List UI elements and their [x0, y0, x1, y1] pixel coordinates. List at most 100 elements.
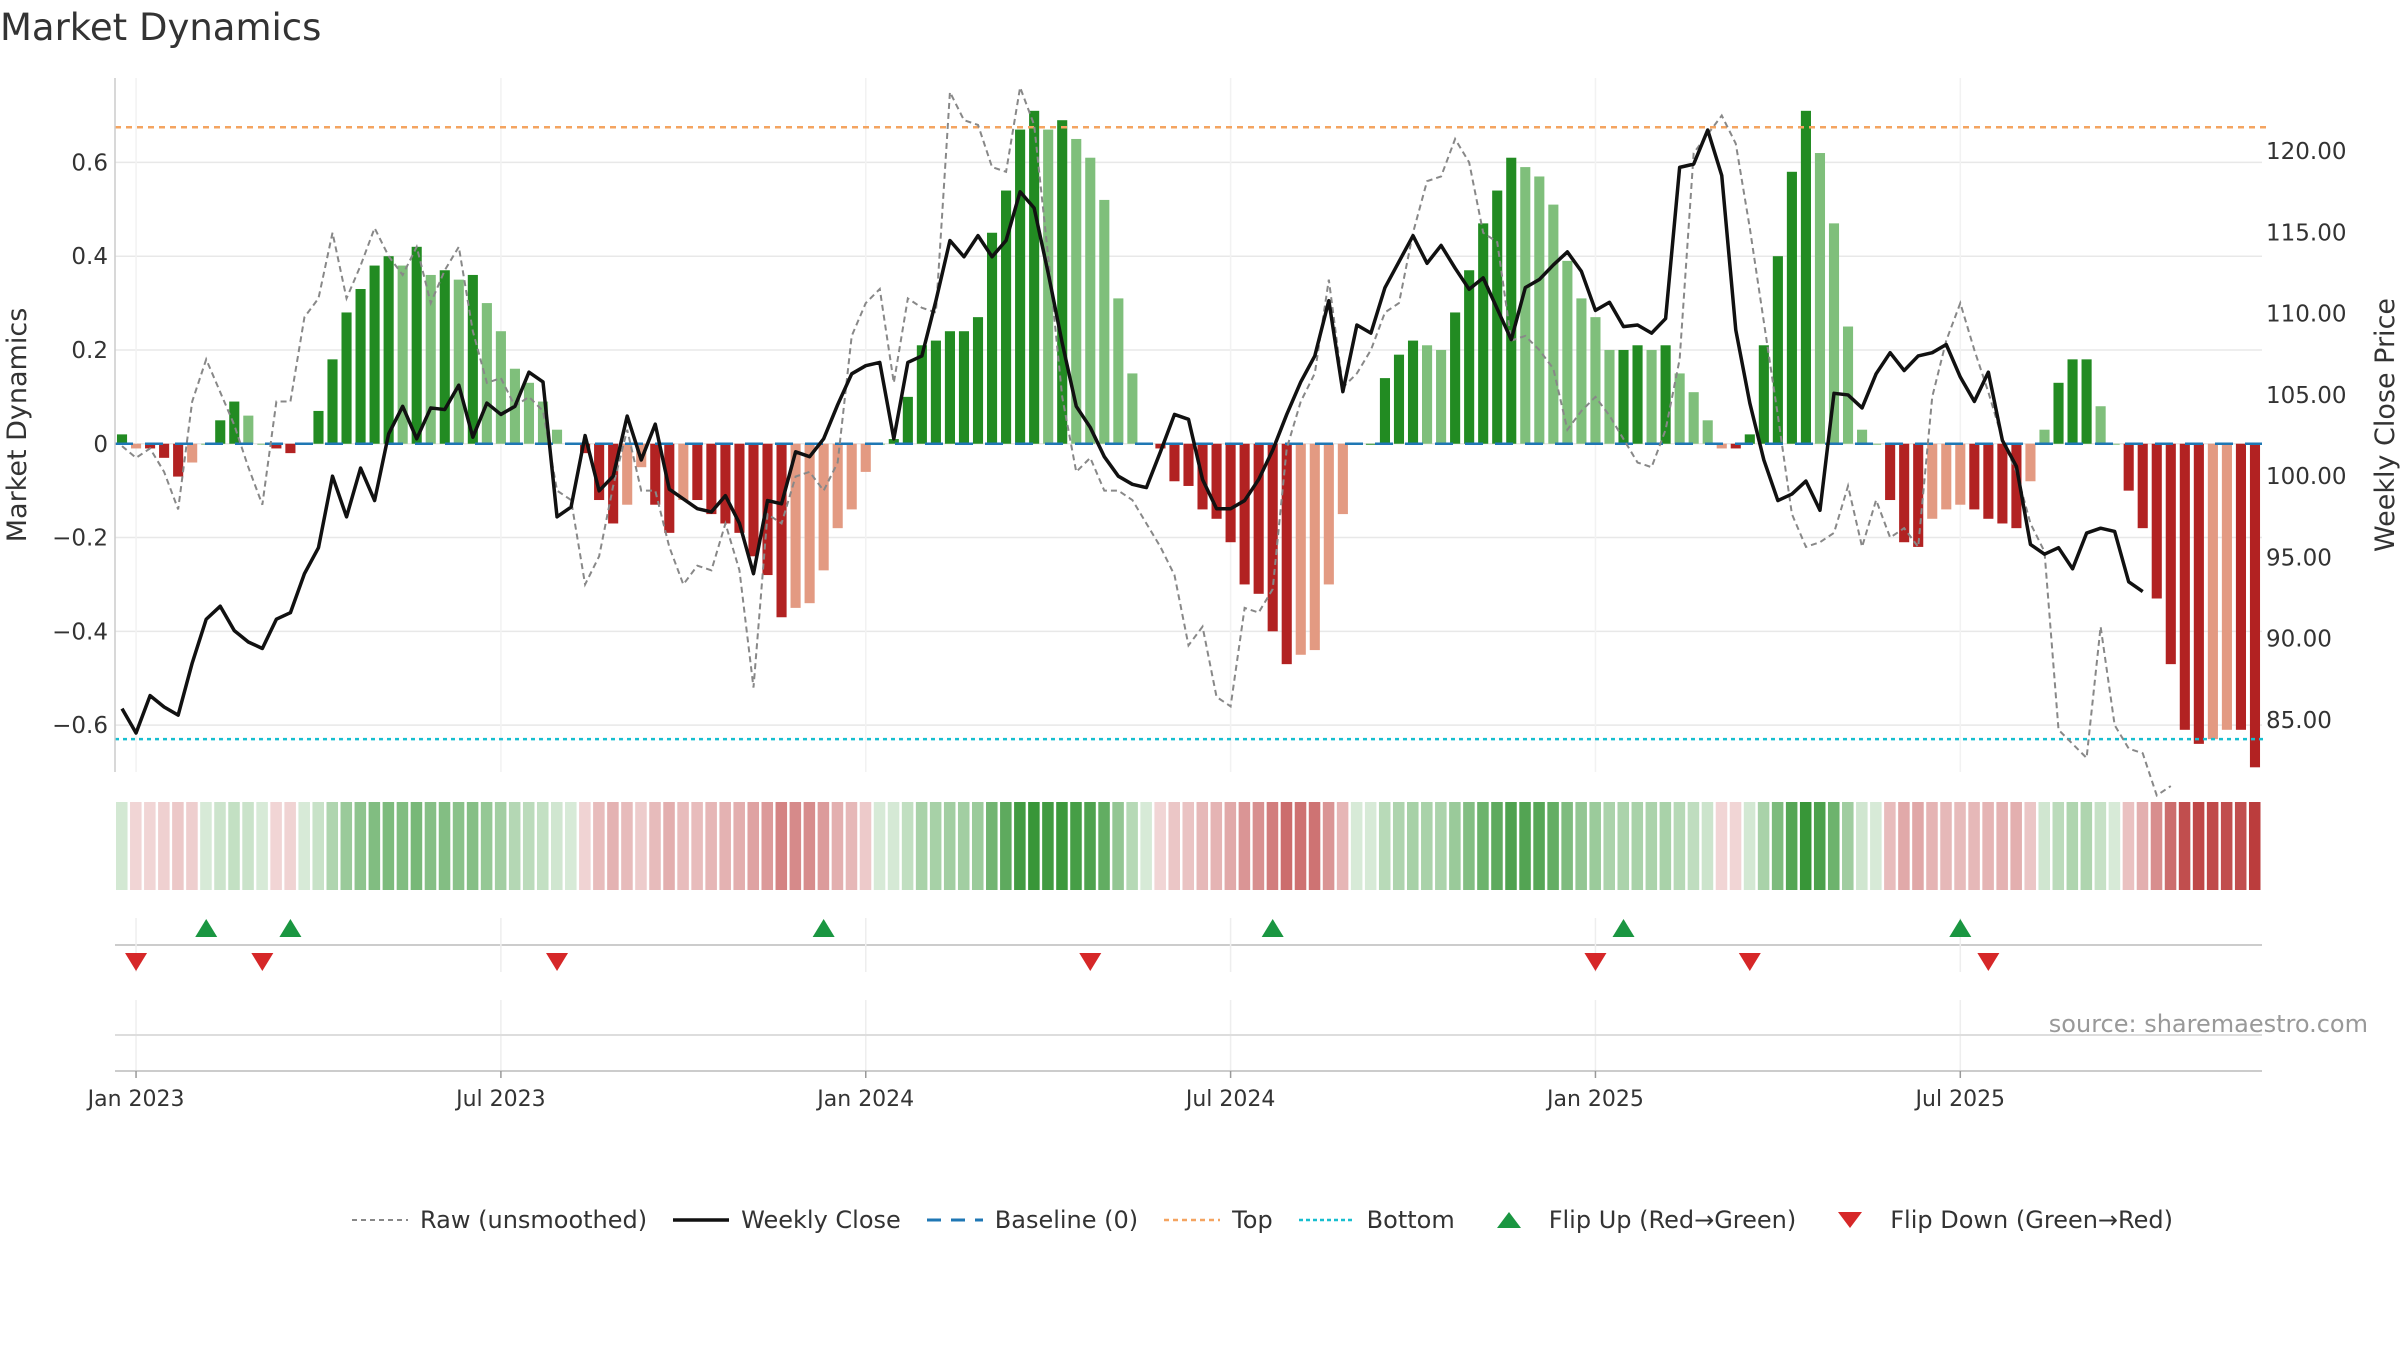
heat-strip-cell — [256, 802, 268, 890]
heat-strip-cell — [284, 802, 296, 890]
heat-strip-cell — [1659, 802, 1672, 890]
flip-down-marker — [1738, 953, 1761, 971]
heat-strip-cell — [1982, 802, 1994, 890]
y-right-tick-label: 85.00 — [2266, 708, 2332, 734]
heat-strip-cell — [1154, 802, 1166, 890]
bar — [1267, 443, 1278, 632]
bar — [1590, 317, 1601, 444]
bar — [467, 274, 478, 444]
bar — [2123, 443, 2134, 491]
legend-label: Baseline (0) — [994, 1206, 1139, 1234]
bar — [1660, 345, 1671, 444]
bar — [439, 270, 450, 444]
heat-strip-cell — [579, 802, 591, 890]
y-left-tick-label: −0.6 — [52, 713, 108, 739]
bar — [1548, 204, 1559, 444]
heat-strip-cell — [691, 802, 703, 890]
heat-strip-cell — [522, 802, 535, 890]
heat-strip-cell — [1210, 802, 1223, 890]
lines-layer — [115, 83, 2267, 798]
heat-strip-cell — [2206, 802, 2219, 890]
heat-strip-cell — [130, 802, 142, 890]
heat-strip-cell — [1421, 802, 1433, 890]
flip-up-marker — [1949, 919, 1972, 937]
legend: Raw (unsmoothed) Weekly Close Baseline (0)… — [350, 1200, 2197, 1240]
heat-strip-cell — [1308, 802, 1321, 890]
bar — [523, 382, 535, 444]
bar — [1941, 443, 1952, 510]
source-credit: source: sharemaestro.com — [2048, 1010, 2368, 1038]
bar — [1295, 443, 1306, 655]
bar — [551, 429, 563, 444]
heat-strip-cell — [1785, 802, 1798, 890]
bar — [2165, 443, 2176, 665]
bar — [1127, 373, 1138, 444]
y-left-axis-label: Market Dynamics — [2, 308, 33, 543]
bar — [2109, 443, 2120, 445]
heat-strip-cell — [200, 802, 212, 890]
bar — [1983, 443, 1994, 519]
heat-strip-cell — [1042, 802, 1054, 890]
bar — [1716, 443, 1727, 449]
heat-strip-cell — [508, 802, 521, 890]
heat-strip-cell — [1491, 802, 1503, 890]
flip-up-marker — [1612, 919, 1635, 937]
y-right-axis-label: Weekly Close Price — [2370, 298, 2400, 552]
bar — [1520, 167, 1531, 444]
bar — [2179, 443, 2190, 730]
bar — [594, 443, 605, 501]
heat-strip-cell — [298, 802, 310, 890]
bar — [1871, 443, 1882, 445]
heat-strip-cell — [817, 802, 830, 890]
bar — [1057, 120, 1068, 444]
flip-down-marker — [251, 953, 274, 971]
heat-strip-cell — [2248, 802, 2261, 890]
heat-strip-cell — [1968, 802, 1980, 890]
heat-strip-cell — [1336, 802, 1349, 890]
bar — [1001, 190, 1012, 444]
bar — [2081, 359, 2092, 444]
weekly-close-line — [120, 128, 2144, 735]
heat-strip-cell — [1757, 802, 1770, 890]
legend-label: Top — [1232, 1206, 1273, 1234]
bar — [1800, 110, 1811, 444]
bar — [173, 443, 184, 477]
bar — [1604, 349, 1615, 444]
bar — [986, 232, 998, 444]
bar — [285, 443, 296, 454]
bar — [2235, 443, 2247, 730]
bar — [1744, 434, 1755, 444]
bar — [818, 443, 829, 571]
bar — [341, 312, 352, 444]
heat-strip-cell — [424, 802, 437, 890]
bar — [1646, 349, 1657, 444]
x-tick-label: Jul 2024 — [1184, 1087, 1276, 1112]
chart-title: Market Dynamics — [0, 6, 322, 49]
bar — [902, 396, 913, 444]
heat-strip-cell — [1729, 802, 1742, 890]
bar — [916, 345, 927, 444]
heat-strip-cell — [2122, 802, 2135, 890]
heat-strip-cell — [1603, 802, 1615, 890]
bar — [1225, 443, 1236, 543]
bar — [790, 443, 801, 608]
heat-strip-cell — [1182, 802, 1195, 890]
heat-strip-cell — [1014, 802, 1026, 890]
heat-strip-cell — [186, 802, 198, 890]
bar — [271, 443, 282, 449]
bar — [804, 443, 815, 604]
bar — [1085, 157, 1096, 444]
bar — [1842, 326, 1854, 444]
legend-item-flip_up: Flip Up (Red→Green) — [1479, 1206, 1796, 1234]
bar — [1969, 443, 1980, 510]
heat-strip-cell — [1533, 802, 1545, 890]
heat-strip-cell — [2136, 802, 2149, 890]
bar — [1211, 443, 1222, 519]
heat-strip-cell — [1392, 802, 1405, 890]
legend-symbol-baseline — [926, 1218, 983, 1222]
legend-label: Raw (unsmoothed) — [420, 1206, 648, 1234]
heat-strip-cell — [340, 802, 353, 890]
heat-strip-cell — [1140, 802, 1152, 890]
heat-strip-cell — [116, 802, 128, 890]
